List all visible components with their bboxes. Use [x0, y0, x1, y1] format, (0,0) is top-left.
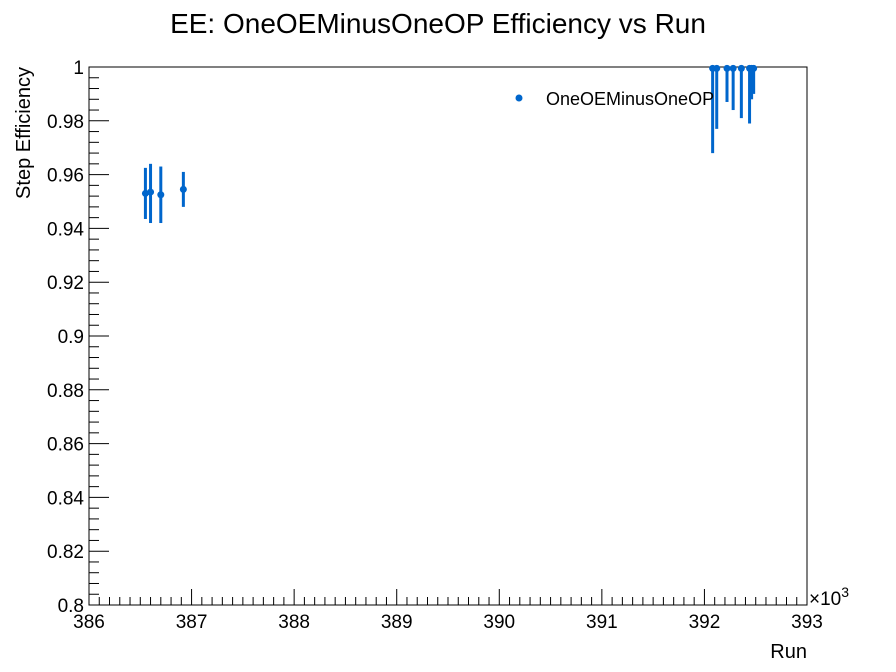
- legend-label: OneOEMinusOneOP: [546, 89, 714, 109]
- data-point: [179, 185, 187, 193]
- data-point: [157, 191, 165, 199]
- legend: OneOEMinusOneOP: [515, 89, 714, 109]
- y-tick-label: 0.86: [47, 435, 84, 456]
- x-tick-label: 390: [483, 612, 515, 633]
- y-tick-label: 0.94: [47, 219, 84, 240]
- y-axis-label: Step Efficiency: [13, 67, 35, 199]
- y-tick-label: 0.84: [47, 488, 84, 509]
- chart-title: EE: OneOEMinusOneOP Efficiency vs Run: [170, 8, 706, 39]
- data-point: [729, 64, 737, 72]
- y-axis-tick-labels: 0.8 0.82 0.84 0.86 0.88 0.9 0.92 0.94 0.96 0.98 1: [47, 58, 84, 617]
- x-tick-label: 386: [73, 612, 105, 633]
- legend-marker: [515, 94, 523, 102]
- y-tick-label: 0.92: [47, 273, 84, 294]
- y-tick-label: 1: [73, 58, 84, 79]
- x-multiplier-exponent: 3: [841, 584, 849, 600]
- y-tick-label: 0.8: [58, 596, 84, 617]
- plot-frame: [88, 66, 808, 606]
- data-point: [147, 188, 155, 196]
- x-tick-label: 391: [586, 612, 618, 633]
- x-tick-label: 387: [176, 612, 208, 633]
- x-multiplier-base: ×10: [809, 589, 841, 610]
- x-tick-label: 389: [381, 612, 413, 633]
- data-point: [737, 64, 745, 72]
- x-tick-label: 393: [791, 612, 823, 633]
- data-point: [750, 64, 758, 72]
- y-tick-label: 0.88: [47, 381, 84, 402]
- y-axis-ticks: [89, 66, 109, 606]
- x-tick-label: 392: [689, 612, 721, 633]
- data-point: [723, 64, 731, 72]
- x-axis-multiplier: ×103: [809, 584, 849, 610]
- y-tick-label: 0.9: [58, 327, 84, 348]
- x-tick-label: 388: [278, 612, 310, 633]
- y-tick-label: 0.82: [47, 542, 84, 563]
- x-axis-tick-labels: 386 387 388 389 390 391 392 393: [73, 612, 823, 633]
- y-tick-label: 0.96: [47, 166, 84, 187]
- x-axis-ticks: [88, 589, 808, 605]
- x-axis-label: Run: [770, 641, 807, 663]
- y-tick-label: 0.98: [47, 112, 84, 133]
- data-point: [713, 64, 721, 72]
- series-layer: [141, 64, 758, 224]
- series-group: [141, 64, 758, 224]
